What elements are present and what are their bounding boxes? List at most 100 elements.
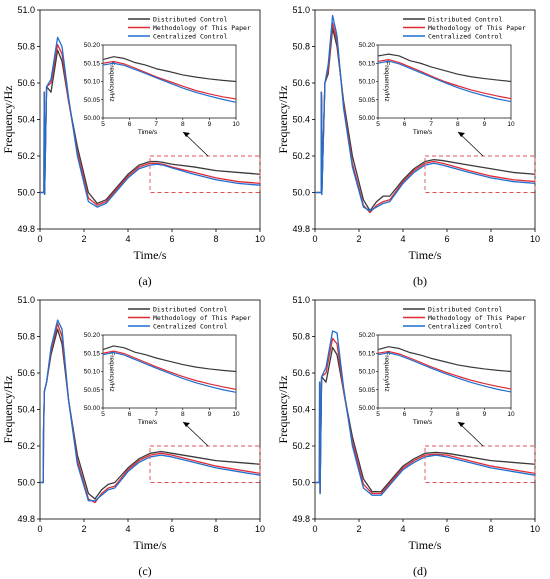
y-axis-title: Frequency/Hz	[1, 86, 15, 154]
inset-x-axis-title: Time/s	[413, 419, 433, 426]
y-tick-label: 50.0	[292, 478, 310, 488]
legend-label: Distributed Control	[428, 15, 502, 23]
inset-series-line-centralized-control	[102, 351, 237, 393]
chart-svg: 49.8 50.0 50.2 50.4 50.6 50.8 51.0 0 2 4 6 8 10 Time/…	[1, 5, 265, 288]
y-axis-title: Frequency/Hz	[276, 376, 290, 444]
x-tick-label: 8	[488, 234, 493, 244]
inset-series-line-methodology-of-this-paper	[377, 350, 512, 390]
y-tick-label: 50.8	[292, 332, 310, 342]
inset-y-axis-title: Frequency/Hz	[383, 351, 390, 391]
inset-series-line-methodology-of-this-paper	[377, 58, 512, 100]
legend-label: Centralized Control	[428, 322, 502, 330]
y-tick-label: 51.0	[292, 5, 310, 15]
x-tick-label: 4	[400, 234, 405, 244]
inset-x-tick-label: 8	[456, 411, 460, 418]
y-tick-label: 50.4	[17, 405, 35, 415]
zoom-arrow-head	[183, 422, 190, 427]
inset-x-axis-title: Time/s	[138, 419, 158, 426]
legend-label: Centralized Control	[153, 322, 227, 330]
inset-y-tick-label: 50.15	[359, 350, 376, 357]
x-tick-label: 2	[356, 234, 361, 244]
x-axis-title: Time/s	[409, 248, 442, 262]
panel-caption: (d)	[413, 564, 427, 578]
y-tick-label: 50.6	[292, 368, 310, 378]
y-tick-label: 50.8	[17, 332, 35, 342]
y-tick-label: 50.4	[292, 115, 310, 125]
inset-y-axis-title: Frequency/Hz	[108, 351, 115, 391]
legend-label: Distributed Control	[153, 15, 227, 23]
x-tick-label: 0	[312, 234, 317, 244]
x-tick-label: 10	[255, 234, 265, 244]
chart-svg: 49.8 50.0 50.2 50.4 50.6 50.8 51.0 0 2 4 6 8 10 Time/…	[1, 295, 265, 578]
zoom-arrow-head	[458, 132, 465, 137]
inset-x-axis-title: Time/s	[138, 129, 158, 136]
x-tick-label: 8	[213, 234, 218, 244]
inset-y-tick-label: 50.20	[359, 332, 376, 339]
zoom-region-box	[424, 445, 536, 483]
y-tick-label: 50.2	[292, 441, 310, 451]
inset-series-line-distributed-control	[377, 346, 512, 373]
plot-frame	[314, 299, 536, 520]
inset-y-tick-label: 50.00	[84, 405, 101, 412]
zoom-arrow-head	[458, 422, 465, 427]
x-tick-label: 2	[81, 524, 86, 534]
inset-x-tick-label: 10	[232, 411, 240, 418]
series-line-centralized-control	[40, 36, 261, 208]
y-tick-label: 50.2	[292, 151, 310, 161]
inset-y-axis-title: Frequency/Hz	[108, 61, 115, 101]
x-axis-title: Time/s	[134, 248, 167, 262]
plot-frame	[39, 299, 261, 520]
x-tick-label: 6	[444, 234, 449, 244]
y-tick-label: 50.6	[17, 78, 35, 88]
inset-y-tick-label: 50.00	[84, 115, 101, 122]
chart-panel-a: 49.8 50.0 50.2 50.4 50.6 50.8 51.0 0 2 4 6 8 10 Time/…	[0, 0, 275, 289]
inset-series-line-centralized-control	[377, 60, 512, 103]
zoom-region-box	[424, 155, 536, 193]
inset-x-tick-label: 6	[128, 411, 132, 418]
zoom-region-box	[149, 445, 261, 483]
x-tick-label: 0	[37, 524, 42, 534]
inset-y-tick-label: 50.20	[84, 332, 101, 339]
x-tick-label: 8	[213, 524, 218, 534]
inset-x-tick-label: 8	[456, 121, 460, 128]
legend-label: Methodology of This Paper	[428, 24, 526, 32]
y-tick-label: 50.2	[17, 441, 35, 451]
inset-x-tick-label: 6	[403, 121, 407, 128]
inset-y-tick-label: 50.00	[359, 405, 376, 412]
y-tick-label: 51.0	[17, 295, 35, 305]
inset-y-tick-label: 50.15	[359, 60, 376, 67]
y-tick-label: 50.0	[17, 478, 35, 488]
inset-y-tick-label: 50.10	[84, 369, 101, 376]
inset-x-tick-label: 9	[208, 411, 212, 418]
legend-label: Methodology of This Paper	[153, 24, 251, 32]
inset-series-line-centralized-control	[377, 352, 512, 393]
inset-x-tick-label: 9	[483, 121, 487, 128]
inset-y-tick-label: 50.05	[84, 97, 101, 104]
plot-frame	[314, 9, 536, 230]
x-tick-label: 0	[37, 234, 42, 244]
inset-x-tick-label: 5	[101, 411, 105, 418]
zoom-arrow-head	[183, 132, 190, 137]
series-line-centralized-control	[315, 14, 536, 212]
inset-y-axis-title: Frequency/Hz	[383, 61, 390, 101]
panel-caption: (a)	[138, 274, 151, 288]
x-axis-title: Time/s	[409, 538, 442, 552]
y-tick-label: 50.2	[17, 151, 35, 161]
y-tick-label: 50.0	[292, 188, 310, 198]
inset-x-tick-label: 7	[429, 411, 433, 418]
inset-x-tick-label: 5	[376, 411, 380, 418]
x-tick-label: 6	[444, 524, 449, 534]
inset-series-line-distributed-control	[377, 53, 512, 83]
y-axis-title: Frequency/Hz	[276, 86, 290, 154]
inset-y-tick-label: 50.05	[359, 97, 376, 104]
panel-caption: (b)	[413, 274, 427, 288]
inset-y-tick-label: 50.20	[359, 42, 376, 49]
x-tick-label: 4	[125, 234, 130, 244]
legend-label: Distributed Control	[428, 305, 502, 313]
inset-y-tick-label: 50.05	[359, 387, 376, 394]
inset-x-tick-label: 10	[232, 121, 240, 128]
inset-series-line-methodology-of-this-paper	[102, 60, 237, 100]
legend-label: Methodology of This Paper	[428, 314, 526, 322]
inset-y-tick-label: 50.15	[84, 350, 101, 357]
inset-x-tick-label: 8	[181, 411, 185, 418]
